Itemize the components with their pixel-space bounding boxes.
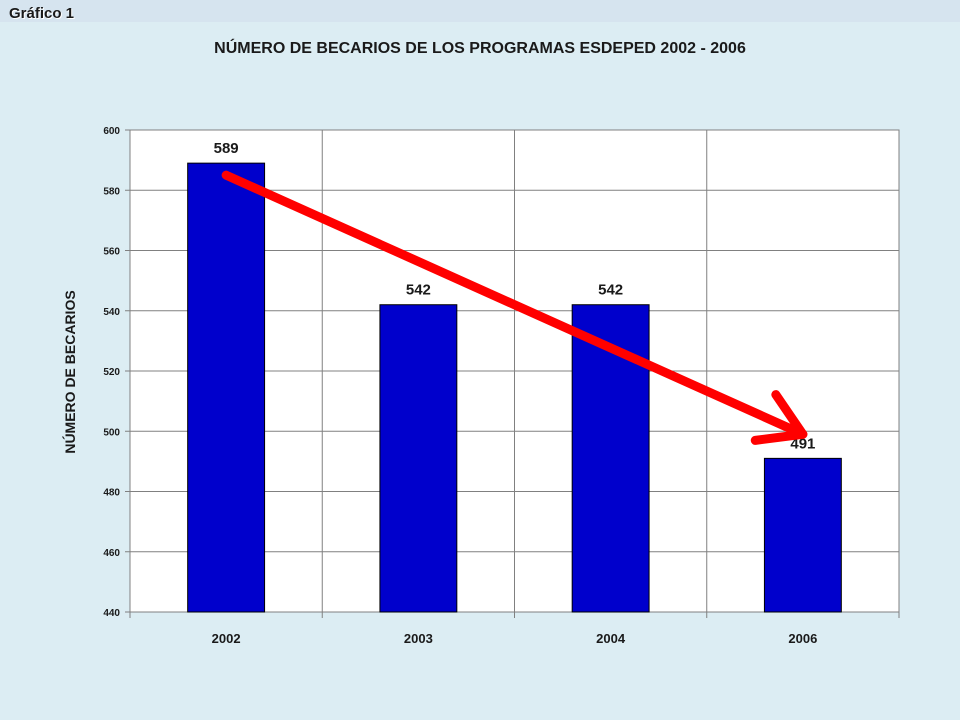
- y-axis-ticks: 440 460 480 500 520 540 560 580 600: [103, 126, 130, 619]
- slide-label: Gráfico 1: [9, 5, 75, 22]
- y-axis-label: NÚMERO DE BECARIOS: [61, 290, 78, 453]
- y-tick-label: 440: [103, 608, 120, 619]
- arrow-shaft: [221, 170, 808, 439]
- data-labels: 589 542 542 491: [214, 140, 816, 452]
- y-tick-label: 520: [103, 367, 120, 378]
- top-band: [0, 0, 960, 22]
- y-tick-label: 580: [103, 186, 120, 197]
- bar-2003: [379, 304, 458, 613]
- y-tick-label: 500: [103, 427, 120, 438]
- bar-2002: [187, 162, 266, 613]
- y-tick-label: 480: [103, 488, 120, 499]
- y-tick-label: 600: [103, 126, 120, 137]
- y-tick-label: 460: [103, 548, 120, 559]
- data-label-2002: 589: [214, 140, 239, 157]
- data-label-2006: 491: [790, 435, 815, 452]
- bars: [187, 162, 842, 613]
- arrow-head: [750, 390, 808, 445]
- y-tick-label: 540: [103, 307, 120, 318]
- bar-2006: [763, 457, 842, 613]
- y-tick-label: 560: [103, 247, 120, 258]
- trend-arrow: [221, 170, 808, 445]
- chart-title: NÚMERO DE BECARIOS DE LOS PROGRAMAS ESDE…: [214, 38, 746, 57]
- data-label-2003: 542: [406, 282, 431, 299]
- x-category-label: 2002: [212, 631, 241, 646]
- x-axis-categories: 2002 2003 2004 2006: [212, 631, 818, 646]
- x-category-label: 2004: [596, 631, 626, 646]
- x-category-label: 2006: [788, 631, 817, 646]
- x-category-label: 2003: [404, 631, 433, 646]
- data-label-2004: 542: [598, 282, 623, 299]
